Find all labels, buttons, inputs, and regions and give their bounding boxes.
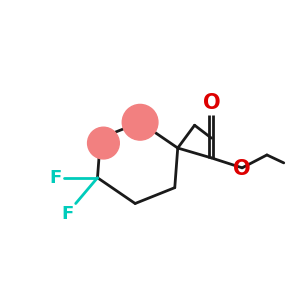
Circle shape <box>88 127 119 159</box>
Text: O: O <box>233 159 251 179</box>
Text: F: F <box>61 206 74 224</box>
Text: F: F <box>50 169 62 187</box>
Text: O: O <box>202 93 220 113</box>
Circle shape <box>122 104 158 140</box>
